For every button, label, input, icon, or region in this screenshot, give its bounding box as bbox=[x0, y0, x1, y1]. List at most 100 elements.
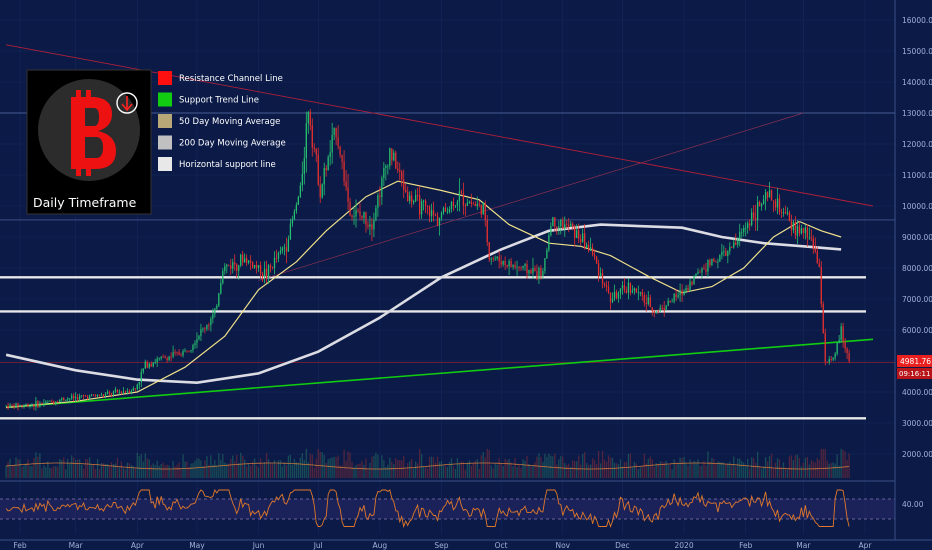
candle-body bbox=[11, 404, 13, 406]
candle-body bbox=[566, 224, 568, 226]
candle-body bbox=[397, 168, 399, 171]
volume-bar bbox=[424, 466, 427, 478]
candle-body bbox=[794, 222, 797, 236]
candle-body bbox=[208, 325, 210, 326]
candle-body bbox=[134, 388, 136, 390]
volume-bar bbox=[824, 448, 826, 478]
volume-bar bbox=[371, 456, 373, 478]
candle-body bbox=[697, 271, 699, 274]
candle-body bbox=[176, 352, 178, 353]
candle-body bbox=[248, 260, 250, 263]
candle-body bbox=[172, 352, 174, 357]
y-tick-label: 12000.00 bbox=[902, 140, 932, 149]
candle-body bbox=[353, 216, 355, 218]
volume-bar bbox=[733, 456, 735, 478]
volume-bar bbox=[90, 464, 93, 478]
volume-bar bbox=[458, 462, 461, 478]
candle-body bbox=[810, 237, 812, 239]
volume-bar bbox=[786, 469, 789, 478]
volume-bar bbox=[607, 455, 610, 478]
volume-bar bbox=[780, 466, 783, 478]
candle-body bbox=[210, 318, 212, 326]
volume-bar bbox=[110, 462, 113, 478]
candle-body bbox=[506, 265, 508, 267]
candle-body bbox=[61, 398, 63, 400]
candle-body bbox=[146, 361, 148, 368]
volume-bar bbox=[683, 456, 685, 478]
candle-body bbox=[733, 242, 735, 248]
candle-body bbox=[536, 271, 538, 280]
candle-body bbox=[158, 358, 160, 360]
volume-bar bbox=[420, 454, 423, 478]
candle-body bbox=[373, 219, 375, 230]
candle-body bbox=[508, 260, 510, 267]
volume-bar bbox=[749, 468, 751, 478]
candle-body bbox=[391, 148, 393, 161]
candle-body bbox=[407, 192, 409, 201]
candle-body bbox=[45, 401, 47, 404]
volume-bar bbox=[359, 463, 361, 478]
volume-bar bbox=[729, 461, 731, 478]
volume-bar bbox=[96, 459, 99, 478]
last-price-marker: 4981.76 09:16:11 bbox=[897, 355, 932, 379]
candle-body bbox=[462, 193, 465, 206]
volume-bar bbox=[735, 466, 737, 478]
volume-bar bbox=[496, 464, 498, 478]
candle-body bbox=[240, 254, 242, 266]
volume-bar bbox=[77, 459, 79, 478]
volume-bar bbox=[357, 463, 359, 478]
volume-bar bbox=[287, 455, 290, 478]
volume-bar bbox=[275, 464, 278, 478]
y-tick-label: 3000.00 bbox=[902, 419, 932, 428]
candle-body bbox=[587, 244, 590, 251]
candle-body bbox=[86, 396, 89, 400]
rsi-pane bbox=[0, 488, 895, 529]
candle-body bbox=[387, 165, 389, 167]
volume-bar bbox=[116, 457, 119, 478]
candle-body bbox=[558, 226, 560, 229]
candle-body bbox=[838, 340, 840, 343]
candle-body bbox=[619, 288, 622, 293]
volume-bar bbox=[180, 469, 182, 478]
volume-bar bbox=[128, 462, 130, 478]
volume-bar bbox=[244, 459, 246, 478]
volume-bar bbox=[755, 462, 757, 478]
candle-body bbox=[152, 362, 154, 367]
volume-bar bbox=[504, 458, 506, 478]
candle-body bbox=[188, 350, 190, 352]
volume-bar bbox=[671, 469, 673, 478]
candle-body bbox=[661, 307, 663, 309]
candle-body bbox=[140, 371, 142, 382]
volume-bar bbox=[188, 467, 190, 478]
candle-body bbox=[613, 291, 616, 299]
volume-bar bbox=[321, 452, 323, 478]
volume-bar bbox=[721, 462, 723, 478]
candle-body bbox=[279, 250, 282, 253]
volume-bar bbox=[530, 466, 532, 478]
candle-body bbox=[790, 220, 793, 231]
candle-body bbox=[832, 357, 834, 360]
candle-body bbox=[844, 341, 846, 349]
volume-bar bbox=[466, 462, 468, 478]
candle-body bbox=[196, 339, 198, 344]
volume-bar bbox=[502, 465, 504, 478]
volume-bar bbox=[661, 461, 663, 478]
volume-bar bbox=[464, 469, 467, 478]
x-tick-label: Oct bbox=[495, 541, 508, 550]
volume-bar bbox=[438, 461, 441, 478]
volume-bar bbox=[482, 452, 484, 478]
candle-body bbox=[709, 260, 711, 266]
candle-body bbox=[349, 201, 351, 216]
volume-bar bbox=[11, 464, 13, 478]
candle-body bbox=[482, 203, 484, 215]
candle-body bbox=[104, 394, 107, 396]
candle-body bbox=[430, 210, 433, 217]
volume-bar bbox=[399, 459, 401, 478]
volume-bar bbox=[190, 463, 192, 478]
volume-bar bbox=[524, 460, 526, 478]
candle-body bbox=[480, 204, 482, 215]
candle-body bbox=[816, 251, 818, 264]
legend-swatch bbox=[158, 92, 172, 107]
volume-bar bbox=[576, 461, 578, 478]
